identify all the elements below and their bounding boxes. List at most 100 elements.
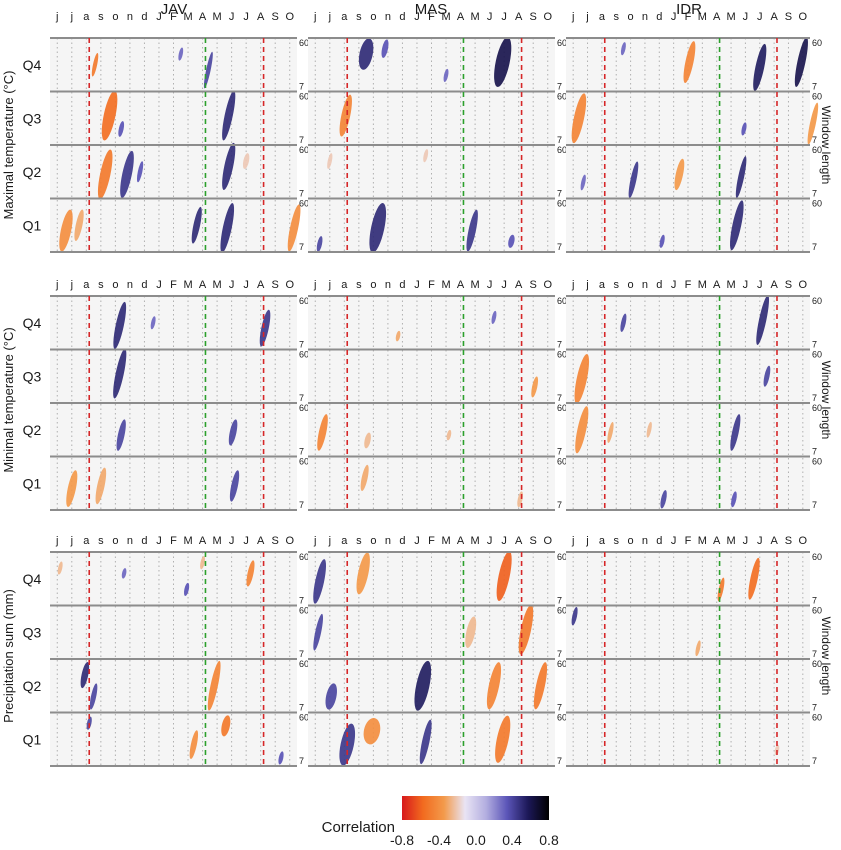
month-label: O: [285, 11, 294, 23]
month-label: J: [501, 279, 507, 291]
colorbar-title: Correlation: [322, 819, 395, 836]
quantile-label-q3: Q3: [23, 110, 42, 126]
window-tick-7: 7: [299, 135, 304, 145]
month-label: J: [229, 11, 235, 23]
month-label: a: [599, 11, 606, 23]
correlation-blob: [423, 149, 429, 163]
correlation-blob: [95, 467, 107, 505]
window-tick-7: 7: [299, 703, 304, 713]
month-label: J: [414, 279, 420, 291]
month-label: n: [642, 535, 648, 547]
window-tick-60: 60: [557, 145, 567, 155]
month-label: s: [613, 11, 619, 23]
site-title-mas: MAS: [415, 1, 448, 18]
correlation-blob: [178, 47, 184, 61]
correlation-blob: [91, 52, 99, 77]
correlation-blob: [486, 662, 502, 710]
quantile-label-q3: Q3: [23, 368, 42, 384]
window-tick-60: 60: [557, 713, 567, 723]
window-tick-7: 7: [299, 756, 304, 766]
month-label: A: [457, 279, 465, 291]
correlation-blob: [730, 414, 741, 451]
month-label: J: [243, 279, 249, 291]
month-label: j: [313, 279, 316, 291]
month-label: j: [70, 279, 73, 291]
correlation-blob: [381, 39, 389, 58]
month-label: j: [55, 11, 58, 23]
month-label: n: [642, 11, 648, 23]
month-label: a: [83, 279, 90, 291]
correlation-blob: [741, 122, 747, 136]
correlation-blob: [189, 730, 199, 760]
month-label: o: [112, 535, 118, 547]
window-tick-7: 7: [812, 447, 817, 457]
correlation-blob: [659, 234, 665, 248]
window-tick-7: 7: [812, 135, 817, 145]
month-label: M: [471, 11, 480, 23]
correlation-blob: [575, 406, 589, 454]
correlation-blob: [735, 156, 747, 199]
correlation-blob: [325, 683, 337, 710]
correlation-blob: [731, 491, 737, 508]
month-label: M: [471, 279, 480, 291]
correlation-blob: [113, 301, 127, 349]
month-label: d: [141, 11, 147, 23]
month-label: d: [141, 279, 147, 291]
month-label: F: [170, 535, 177, 547]
ylabel-max-temperature: Maximal temperature (°C): [1, 71, 16, 220]
month-label: j: [70, 535, 73, 547]
month-label: j: [328, 535, 331, 547]
correlation-blob: [695, 640, 701, 657]
correlation-blob: [59, 209, 73, 252]
month-label: d: [399, 279, 405, 291]
quantile-label-q4: Q4: [23, 57, 42, 73]
month-label: J: [414, 11, 420, 23]
correlation-blob: [317, 414, 328, 451]
window-tick-7: 7: [557, 596, 562, 606]
correlation-blob: [531, 376, 539, 398]
correlation-blob: [113, 348, 127, 399]
month-label: S: [785, 11, 792, 23]
month-label: J: [487, 279, 493, 291]
quantile-label-q1: Q1: [23, 731, 42, 747]
month-label: A: [770, 279, 778, 291]
correlation-blob: [395, 330, 401, 342]
correlation-blob: [57, 561, 63, 575]
correlation-blob: [228, 419, 238, 446]
month-label: o: [370, 279, 376, 291]
month-label: j: [70, 11, 73, 23]
correlation-blob: [495, 715, 511, 763]
window-tick-7: 7: [812, 596, 817, 606]
correlation-blob: [620, 42, 626, 56]
correlation-blob: [313, 613, 324, 651]
correlation-blob: [246, 560, 255, 587]
month-label: s: [356, 11, 362, 23]
window-tick-7: 7: [299, 82, 304, 92]
month-label: A: [713, 535, 721, 547]
window-tick-60: 60: [299, 659, 309, 669]
month-label: O: [799, 279, 808, 291]
window-tick-7: 7: [812, 756, 817, 766]
correlation-blob: [364, 432, 371, 449]
month-label: A: [199, 11, 207, 23]
site-title-idr: IDR: [676, 1, 702, 18]
correlation-blob: [242, 153, 250, 169]
month-label: s: [98, 279, 104, 291]
month-label: j: [328, 279, 331, 291]
month-label: d: [656, 535, 662, 547]
correlation-blob: [494, 37, 512, 87]
month-label: s: [98, 11, 104, 23]
month-label: A: [515, 11, 523, 23]
correlation-blob: [369, 203, 387, 253]
month-label: M: [213, 279, 222, 291]
correlation-blob: [136, 161, 144, 183]
window-tick-7: 7: [557, 242, 562, 252]
correlation-blob: [222, 90, 236, 141]
window-tick-60: 60: [812, 552, 822, 562]
month-label: A: [257, 535, 265, 547]
correlation-blob: [89, 683, 98, 710]
window-tick-60: 60: [557, 199, 567, 209]
month-label: J: [487, 535, 493, 547]
